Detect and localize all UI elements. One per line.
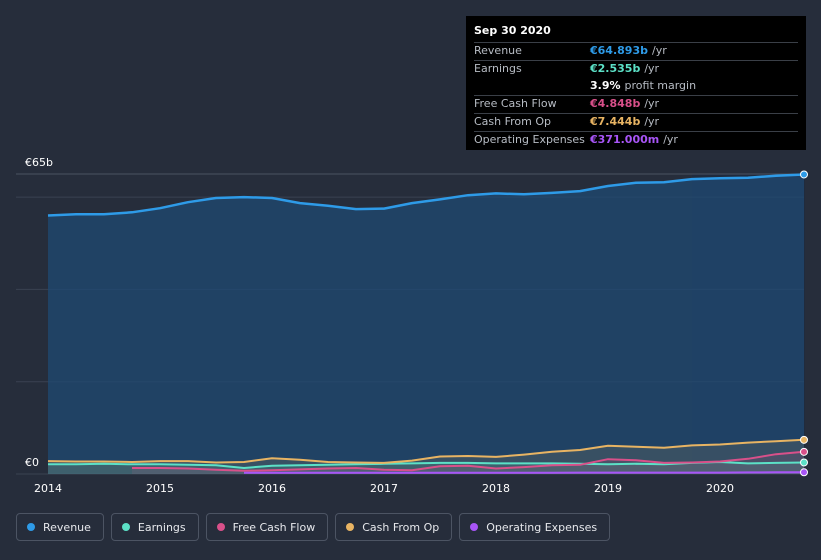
legend-dot-icon — [121, 523, 130, 531]
legend-label: Earnings — [137, 520, 186, 534]
tooltip-label: Free Cash Flow — [474, 97, 557, 110]
operating-expenses-line — [244, 471, 804, 474]
y-tick-label: €65b — [25, 156, 53, 169]
x-tick-label: 2014 — [34, 482, 62, 495]
tooltip: Sep 30 2020 Revenue €64.893b/yr Earnings €2… — [466, 16, 806, 150]
x-tick-label: 2019 — [594, 482, 622, 495]
legend-label: Cash From Op — [362, 520, 440, 534]
tooltip-unit: /yr — [651, 44, 667, 57]
tooltip-value: €64.893b — [590, 44, 648, 57]
legend: Revenue Earnings Free Cash Flow Cash From O… — [16, 513, 611, 543]
x-tick-label: 2017 — [370, 482, 398, 495]
tooltip-unit: /yr — [644, 97, 660, 110]
series-end-points — [800, 170, 808, 477]
legend-label: Revenue — [43, 520, 91, 534]
chart-canvas: €65b €0 2014 2015 2016 2017 2018 2019 2020 — [16, 156, 808, 495]
revenue-area — [48, 174, 804, 474]
x-tick-label: 2015 — [146, 482, 174, 495]
free-cash-flow-end-point — [800, 447, 808, 456]
tooltip-row-cash-from-op: Cash From Op €7.444b/yr — [474, 113, 798, 131]
tooltip-value: €4.848b — [590, 97, 641, 110]
tooltip-value: €7.444b — [590, 115, 641, 128]
tooltip-row-free-cash-flow: Free Cash Flow €4.848b/yr — [474, 95, 798, 113]
legend-item-earnings[interactable]: Earnings — [110, 513, 199, 541]
tooltip-rows: Revenue €64.893b/yr Earnings €2.535b/yr 3.9%… — [474, 42, 798, 149]
x-tick-label: 2020 — [706, 482, 734, 495]
earnings-end-point — [800, 458, 808, 467]
free-cash-flow-line — [132, 450, 805, 472]
tooltip-unit: profit margin — [624, 79, 697, 92]
free-cash-flow-area — [132, 451, 804, 474]
tooltip-label — [474, 78, 590, 95]
cash-from-op-end-point — [800, 435, 808, 444]
series-lines — [47, 173, 805, 474]
tooltip-row-earnings: Earnings €2.535b/yr — [474, 60, 798, 78]
operating-expenses-end-point — [800, 468, 808, 477]
revenue-end-point — [800, 170, 808, 179]
x-tick-label: 2016 — [258, 482, 286, 495]
tooltip-row-revenue: Revenue €64.893b/yr — [474, 42, 798, 60]
x-axis: 2014 2015 2016 2017 2018 2019 2020 — [34, 482, 734, 495]
legend-dot-icon — [470, 523, 479, 531]
tooltip-unit: /yr — [644, 115, 660, 128]
tooltip-label: Earnings — [474, 62, 522, 75]
legend-dot-icon — [27, 523, 35, 531]
tooltip-value: €2.535b — [590, 62, 641, 75]
tooltip-value: €371.000m — [590, 133, 660, 146]
tooltip-unit: /yr — [644, 62, 660, 75]
tooltip-date: Sep 30 2020 — [474, 24, 551, 37]
tooltip-label: Cash From Op — [474, 115, 552, 128]
legend-dot-icon — [216, 523, 225, 531]
y-tick-label: €0 — [25, 456, 39, 469]
tooltip-label: Revenue — [474, 44, 522, 57]
x-tick-label: 2018 — [482, 482, 510, 495]
legend-item-free-cash-flow[interactable]: Free Cash Flow — [205, 513, 329, 541]
cash-from-op-area — [48, 439, 804, 474]
tooltip-unit: /yr — [663, 133, 678, 146]
tooltip-label: Operating Expenses — [474, 133, 585, 146]
tooltip-row-operating-expenses: Operating Expenses €371.000m/yr — [474, 131, 798, 149]
legend-dot-icon — [346, 523, 355, 531]
tooltip-value: 3.9% — [590, 79, 621, 92]
y-axis: €65b €0 — [25, 156, 53, 469]
legend-item-cash-from-op[interactable]: Cash From Op — [335, 513, 453, 541]
cash-from-op-line — [47, 438, 805, 464]
legend-item-revenue[interactable]: Revenue — [16, 513, 104, 541]
tooltip-row-profit-margin: 3.9% profit margin — [474, 78, 798, 95]
series-areas — [48, 174, 804, 474]
legend-item-operating-expenses[interactable]: Operating Expenses — [459, 513, 611, 541]
legend-label: Operating Expenses — [486, 520, 598, 534]
revenue-line — [47, 173, 805, 217]
legend-label: Free Cash Flow — [232, 520, 316, 534]
